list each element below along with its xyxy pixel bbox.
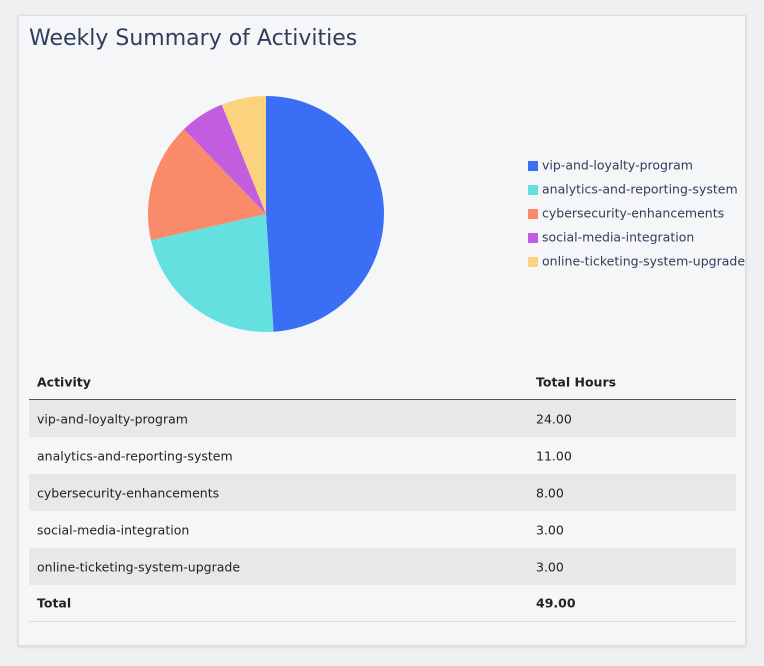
table-cell: 3.00 — [536, 522, 564, 537]
pie-slice — [183, 104, 266, 214]
legend-swatch — [528, 233, 538, 243]
legend-label: cybersecurity-enhancements — [542, 206, 724, 221]
total-value: 49.00 — [536, 595, 576, 611]
table-row: cybersecurity-enhancements 8.00 — [29, 474, 736, 511]
table-row: social-media-integration 3.00 — [29, 511, 736, 548]
legend-swatch — [528, 209, 538, 219]
total-row: Total 49.00 — [29, 585, 736, 622]
total-label: Total — [37, 595, 72, 611]
pie-slice — [266, 96, 385, 332]
table-cell: analytics-and-reporting-system — [37, 448, 233, 463]
table-cell: vip-and-loyalty-program — [37, 411, 188, 426]
table-row: vip-and-loyalty-program 24.00 — [29, 400, 736, 437]
table-cell: online-ticketing-system-upgrade — [37, 559, 241, 574]
card: Weekly Summary of Activities vip-and-loy… — [18, 15, 746, 646]
legend-label: vip-and-loyalty-program — [542, 158, 693, 173]
table-row: analytics-and-reporting-system 11.00 — [29, 437, 736, 474]
table: Activity Total Hours vip-and-loyalty-pro… — [29, 364, 736, 622]
table-cell: 24.00 — [536, 411, 572, 426]
legend-swatch — [528, 257, 538, 267]
table-body: vip-and-loyalty-program 24.00 analytics-an… — [29, 400, 736, 585]
legend-label: social-media-integration — [542, 230, 694, 245]
table-cell: cybersecurity-enhancements — [37, 485, 220, 500]
table-cell: 3.00 — [536, 559, 564, 574]
chart-title: Weekly Summary of Activities — [29, 26, 358, 51]
legend-label: analytics-and-reporting-system — [542, 182, 738, 197]
table-cell: 11.00 — [536, 448, 572, 463]
header-cell: Total Hours — [536, 374, 617, 389]
legend-swatch — [528, 185, 538, 195]
chart: vip-and-loyalty-program analytics-and-rep… — [147, 96, 745, 332]
table-header: Activity Total Hours — [29, 364, 736, 400]
table-cell: 8.00 — [536, 485, 564, 500]
table-row: online-ticketing-system-upgrade 3.00 — [29, 548, 736, 585]
header-cell: Activity — [37, 374, 91, 389]
table-cell: social-media-integration — [37, 522, 190, 537]
legend-swatch — [528, 161, 538, 171]
pie-slice — [221, 96, 266, 214]
pie-slice — [150, 214, 274, 332]
legend-label: online-ticketing-system-upgrade — [542, 254, 745, 269]
pie-slice — [147, 129, 266, 241]
